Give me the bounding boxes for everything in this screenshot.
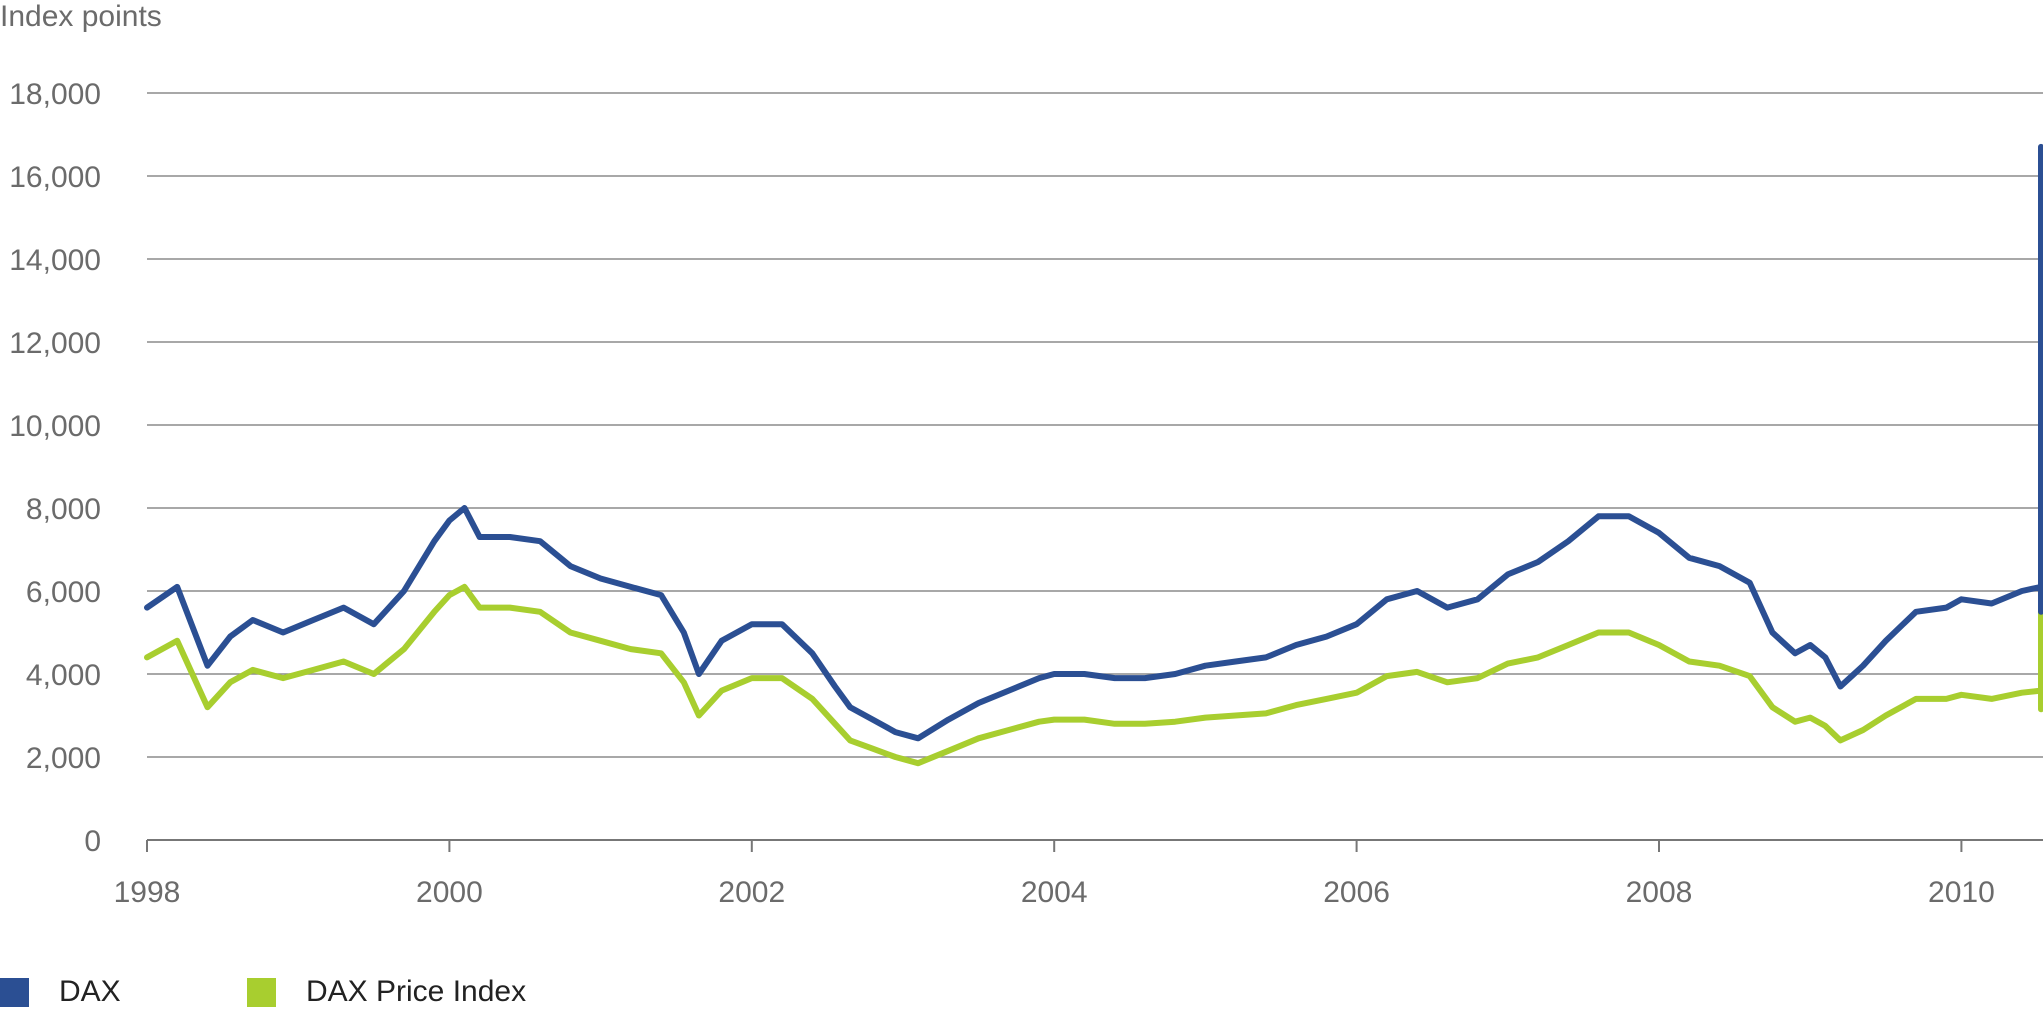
x-tick-label: 1998 <box>114 876 181 909</box>
y-tick-label: 18,000 <box>9 78 101 111</box>
x-tick-label: 2004 <box>1021 876 1088 909</box>
gridlines <box>147 92 2043 841</box>
y-tick-label: 12,000 <box>9 327 101 360</box>
legend-swatch-dax-price-index <box>247 977 276 1007</box>
y-tick-label: 8,000 <box>26 493 101 526</box>
y-tick-label: 16,000 <box>9 161 101 194</box>
series-line-dax <box>144 143 2043 742</box>
y-tick-label: 0 <box>84 825 101 858</box>
x-tick-labels: 1998200020022004200620082010201220142016… <box>114 840 1995 909</box>
legend-item-dax: DAX <box>0 975 121 1009</box>
x-tick-label: 2010 <box>1928 876 1995 909</box>
y-tick-labels: 0 2,000 4,000 6,000 8,000 10,000 12,000 14,000 1… <box>9 78 101 858</box>
x-tick-label: 2008 <box>1626 876 1693 909</box>
x-tick-label: 2002 <box>718 876 785 909</box>
y-tick-label: 14,000 <box>9 244 101 277</box>
y-axis-title: Index points <box>0 0 162 33</box>
x-tick-label: 2000 <box>416 876 483 909</box>
y-tick-label: 2,000 <box>26 742 101 775</box>
y-tick-label: 4,000 <box>26 659 101 692</box>
series-lines <box>144 143 2043 767</box>
y-tick-label: 6,000 <box>26 576 101 609</box>
line-chart: 0 2,000 4,000 6,000 8,000 10,000 12,000 14,000 1… <box>9 78 2043 909</box>
legend-item-dax-price-index: DAX Price Index <box>247 975 526 1009</box>
legend-swatch-dax <box>0 977 29 1007</box>
y-tick-label: 10,000 <box>9 410 101 443</box>
x-tick-label: 2006 <box>1323 876 1390 909</box>
series-line-dax-price-index <box>144 561 2043 767</box>
legend-label-dax-price-index: DAX Price Index <box>306 975 527 1008</box>
legend-label-dax: DAX <box>59 975 121 1008</box>
